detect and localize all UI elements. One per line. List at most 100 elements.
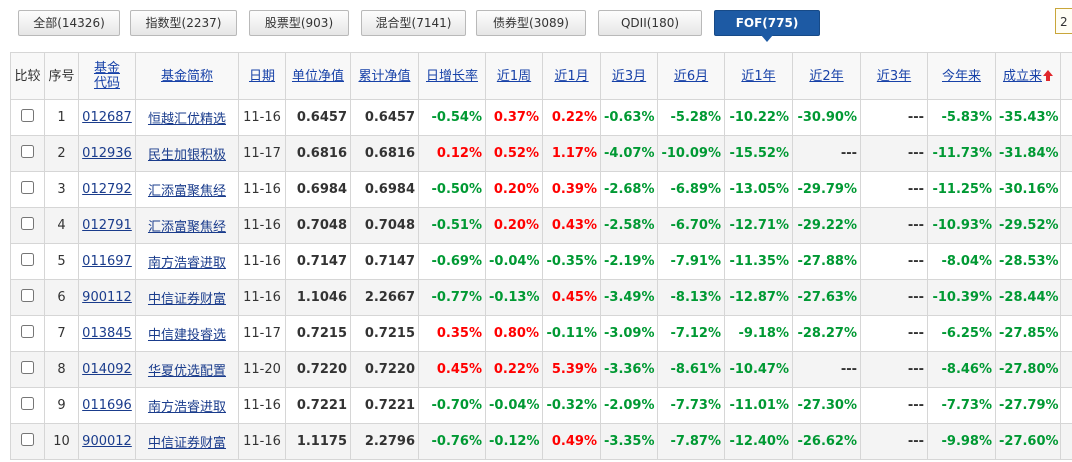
index-cell: 4: [44, 207, 79, 244]
date-cell: 11-16: [238, 207, 286, 244]
compare-cell: [10, 99, 45, 136]
column-header[interactable]: 近1月: [542, 52, 601, 100]
fund-code[interactable]: 900112: [78, 279, 136, 316]
compare-checkbox[interactable]: [21, 325, 34, 338]
value-cell: ---: [792, 135, 861, 172]
fund-code[interactable]: 011697: [78, 243, 136, 280]
table-wrap: 比较 序号 基金代码 基金简称 日期 单位净值 累计净值 日增长率 近1周 近1月 近3月 近6月 近1…: [10, 52, 1072, 462]
value-cell: -9.98%: [927, 423, 996, 460]
filter-tab[interactable]: 指数型(2237): [130, 10, 237, 36]
filter-tab[interactable]: 全部(14326): [18, 10, 120, 36]
extra-cell: [1060, 171, 1072, 208]
compare-checkbox[interactable]: [21, 145, 34, 158]
value-cell: 0.45%: [542, 279, 601, 316]
column-header[interactable]: 成立来: [995, 52, 1061, 100]
fund-name[interactable]: 中信证券财富: [135, 423, 239, 460]
value-cell: -6.70%: [657, 207, 725, 244]
fund-code[interactable]: 012687: [78, 99, 136, 136]
column-header[interactable]: 自: [1060, 52, 1072, 100]
filter-tab[interactable]: 混合型(7141): [361, 10, 466, 36]
fund-code[interactable]: 900012: [78, 423, 136, 460]
index-cell: 6: [44, 279, 79, 316]
compare-cell: [10, 243, 45, 280]
column-header[interactable]: 基金简称: [135, 52, 239, 100]
value-cell: ---: [860, 135, 928, 172]
fund-row: 7 013845 中信建投睿选 11-17 0.7215 0.7215 0.35% 0.80%…: [10, 315, 1072, 352]
value-cell: -0.13%: [485, 279, 543, 316]
index-cell: 5: [44, 243, 79, 280]
value-cell: -0.77%: [418, 279, 486, 316]
value-cell: -8.61%: [657, 351, 725, 388]
value-cell: -5.28%: [657, 99, 725, 136]
column-header[interactable]: 日期: [238, 52, 286, 100]
fund-name[interactable]: 华夏优选配置: [135, 351, 239, 388]
value-cell: -30.16%: [995, 171, 1061, 208]
compare-cell: [10, 423, 45, 460]
column-header[interactable]: 近3年: [860, 52, 928, 100]
column-header[interactable]: 近2年: [792, 52, 861, 100]
fund-code[interactable]: 014092: [78, 351, 136, 388]
header-text: 近1周: [496, 68, 532, 84]
compare-checkbox[interactable]: [21, 253, 34, 266]
compare-checkbox[interactable]: [21, 289, 34, 302]
fund-name[interactable]: 汇添富聚焦经: [135, 207, 239, 244]
column-header[interactable]: 近1周: [485, 52, 543, 100]
column-header[interactable]: 单位净值: [285, 52, 351, 100]
fund-code[interactable]: 012792: [78, 171, 136, 208]
value-cell: 0.6816: [285, 135, 351, 172]
fund-name[interactable]: 中信证券财富: [135, 279, 239, 316]
fund-name[interactable]: 民生加银积极: [135, 135, 239, 172]
compare-checkbox[interactable]: [21, 433, 34, 446]
fund-code[interactable]: 013845: [78, 315, 136, 352]
fund-name[interactable]: 南方浩睿进取: [135, 243, 239, 280]
filter-input[interactable]: 2: [1055, 8, 1072, 34]
value-cell: -26.62%: [792, 423, 861, 460]
date-cell: 11-16: [238, 423, 286, 460]
extra-cell: [1060, 207, 1072, 244]
value-cell: 0.12%: [418, 135, 486, 172]
value-cell: -12.71%: [724, 207, 793, 244]
value-cell: 0.37%: [485, 99, 543, 136]
filter-tab[interactable]: 股票型(903): [249, 10, 349, 36]
value-cell: -27.79%: [995, 387, 1061, 424]
compare-checkbox[interactable]: [21, 181, 34, 194]
value-cell: -27.60%: [995, 423, 1061, 460]
value-cell: -10.47%: [724, 351, 793, 388]
fund-code[interactable]: 012936: [78, 135, 136, 172]
fund-name[interactable]: 南方浩睿进取: [135, 387, 239, 424]
extra-cell: [1060, 387, 1072, 424]
column-header[interactable]: 近3月: [600, 52, 658, 100]
value-cell: ---: [792, 351, 861, 388]
compare-checkbox[interactable]: [21, 217, 34, 230]
value-cell: -3.36%: [600, 351, 658, 388]
column-header[interactable]: 日增长率: [418, 52, 486, 100]
fund-name[interactable]: 中信建投睿选: [135, 315, 239, 352]
compare-checkbox[interactable]: [21, 109, 34, 122]
fund-name[interactable]: 汇添富聚焦经: [135, 171, 239, 208]
value-cell: -0.12%: [485, 423, 543, 460]
column-header[interactable]: 基金代码: [78, 52, 136, 100]
header-text: 序号: [48, 68, 75, 84]
column-header[interactable]: 近1年: [724, 52, 793, 100]
sort-arrow: [1043, 69, 1053, 81]
compare-cell: [10, 171, 45, 208]
filter-tab[interactable]: QDII(180): [598, 10, 702, 36]
value-cell: 0.7221: [285, 387, 351, 424]
header-text: 成立来: [1002, 68, 1042, 84]
column-header[interactable]: 今年来: [927, 52, 996, 100]
fund-code[interactable]: 012791: [78, 207, 136, 244]
filter-tab[interactable]: FOF(775): [714, 10, 820, 42]
value-cell: 2.2796: [350, 423, 419, 460]
compare-checkbox[interactable]: [21, 397, 34, 410]
date-cell: 11-16: [238, 99, 286, 136]
fund-code[interactable]: 011696: [78, 387, 136, 424]
header-text: 近2年: [809, 68, 844, 84]
filter-tab[interactable]: 债券型(3089): [476, 10, 586, 36]
column-header[interactable]: 累计净值: [350, 52, 419, 100]
value-cell: -0.51%: [418, 207, 486, 244]
extra-cell: [1060, 315, 1072, 352]
value-cell: 0.22%: [485, 351, 543, 388]
compare-checkbox[interactable]: [21, 361, 34, 374]
column-header[interactable]: 近6月: [657, 52, 725, 100]
fund-name[interactable]: 恒越汇优精选: [135, 99, 239, 136]
